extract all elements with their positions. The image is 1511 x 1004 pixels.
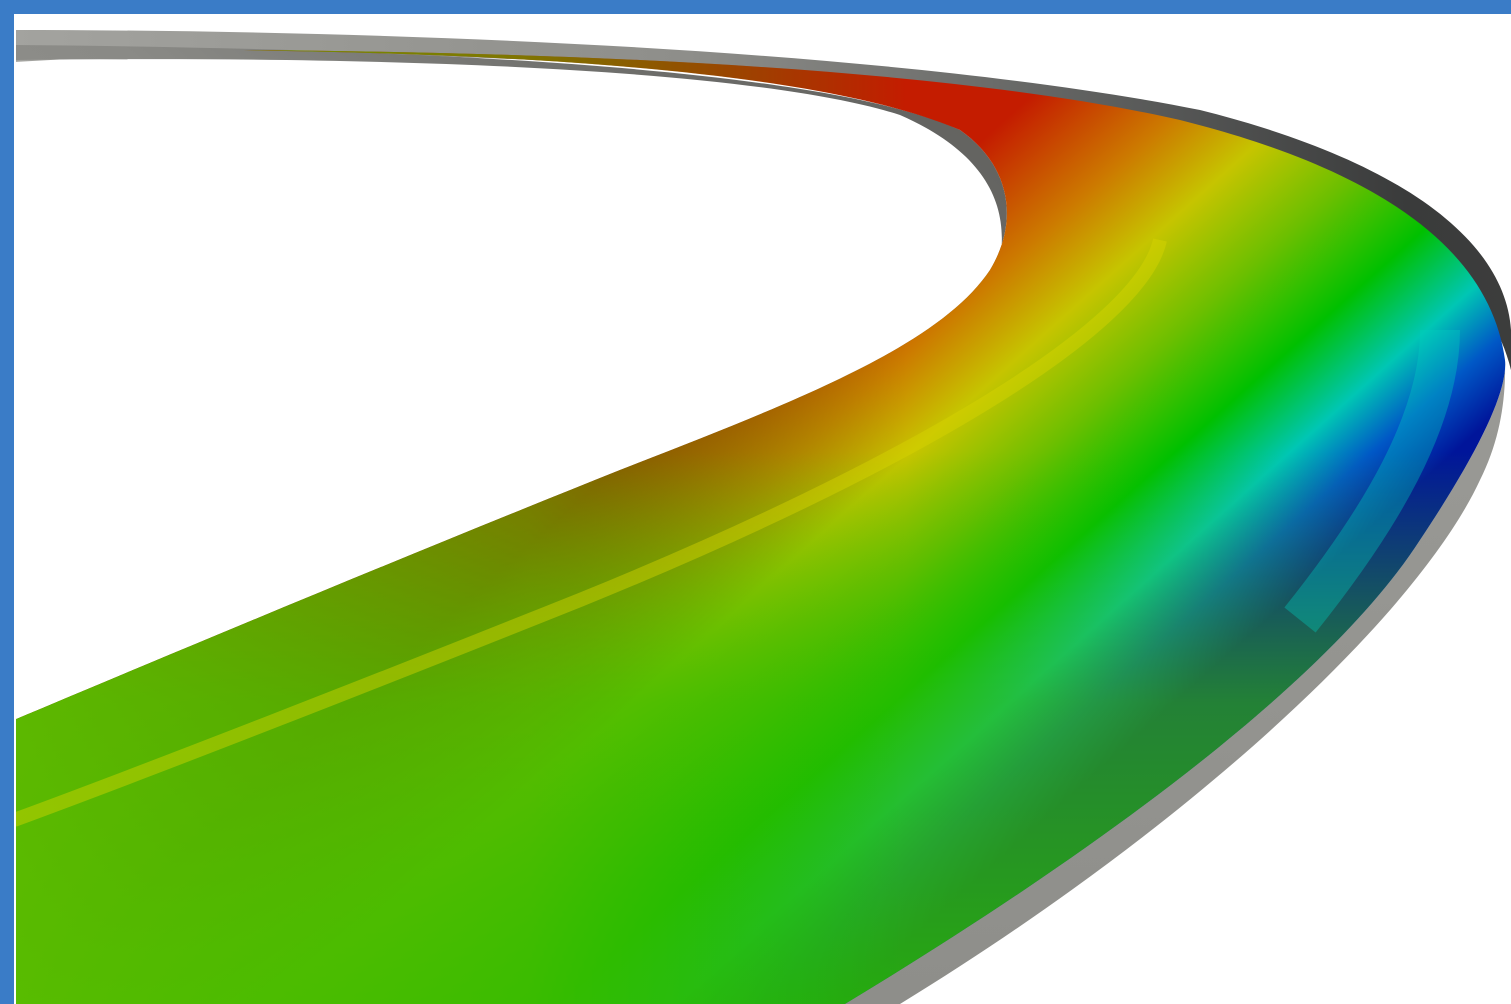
cyan-band [1284,329,1460,633]
ridge-highlight [14,238,1167,827]
